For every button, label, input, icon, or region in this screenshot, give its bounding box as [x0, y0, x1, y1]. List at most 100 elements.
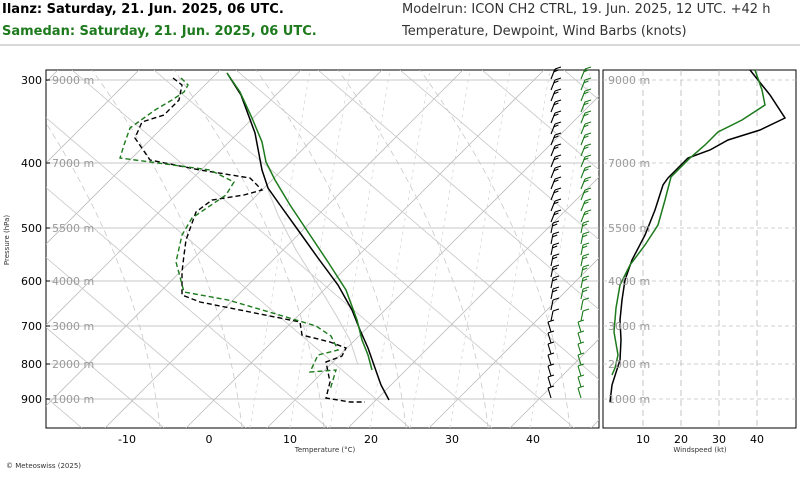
altitude-label: 7000 m — [52, 157, 94, 170]
dry-adiabat-line — [71, 70, 493, 428]
wind-barb-ilanz — [550, 187, 562, 201]
wind-barb-ilanz — [550, 77, 562, 91]
header-separator — [0, 44, 800, 46]
wind-barb-ilanz — [550, 286, 560, 300]
wind-barb-ilanz — [550, 253, 560, 267]
wind-barb-ilanz — [547, 363, 555, 377]
pressure-tick-label: 900 — [21, 393, 42, 406]
x-axis-label: Temperature (°C) — [294, 446, 356, 454]
pressure-tick-label: 400 — [21, 157, 42, 170]
mixing-ratio-line — [449, 70, 511, 428]
wind-barb-samedan — [577, 319, 585, 333]
wind-barb-ilanz — [547, 341, 555, 355]
temperature-tick-label: 40 — [526, 433, 540, 446]
wind-barb-ilanz — [550, 99, 562, 113]
isotherm-line — [104, 70, 464, 428]
samedan-windspeed-line — [611, 70, 766, 376]
mixing-ratio-line — [409, 70, 471, 428]
temperature-tick-label: 10 — [283, 433, 297, 446]
dry-adiabat-line — [46, 326, 165, 428]
moist-adiabat-line — [91, 70, 243, 428]
wind-barbs-ilanz — [547, 66, 562, 399]
wind-altitude-label: 2000 m — [608, 358, 650, 371]
parcel-line — [267, 189, 359, 366]
wind-altitude-label: 5500 m — [608, 222, 650, 235]
pressure-tick-label: 300 — [21, 74, 42, 87]
dry-adiabat-line — [153, 70, 575, 428]
chart-subtitle: Temperature, Dewpoint, Wind Barbs (knots… — [402, 24, 687, 39]
wind-barb-ilanz — [550, 165, 562, 179]
wind-barb-ilanz — [550, 297, 560, 311]
dry-adiabat-line — [235, 70, 599, 380]
wind-barb-ilanz — [547, 319, 555, 333]
wind-barb-ilanz — [547, 352, 555, 366]
wind-barb-samedan — [580, 143, 592, 157]
pressure-tick-label: 800 — [21, 358, 42, 371]
wind-barb-samedan — [580, 220, 590, 234]
wind-barb-samedan — [580, 176, 592, 190]
wind-barb-samedan — [580, 88, 592, 102]
wind-barb-samedan — [580, 198, 592, 212]
wind-altitude-label: 3000 m — [608, 320, 650, 333]
moist-adiabat-line — [46, 122, 161, 428]
temperature-tick-label: -10 — [118, 433, 136, 446]
dry-adiabat-line — [317, 70, 599, 311]
altitude-label: 9000 m — [52, 74, 94, 87]
wind-altitude-label: 1000 m — [608, 393, 650, 406]
wind-altitude-label: 9000 m — [608, 74, 650, 87]
temperature-tick-label: 0 — [206, 433, 213, 446]
wind-barb-ilanz — [550, 231, 560, 245]
mixing-ratio-line — [529, 70, 591, 428]
pressure-tick-label: 500 — [21, 222, 42, 235]
isotherm-line — [347, 176, 599, 428]
wind-barb-ilanz — [550, 220, 560, 234]
wind-barb-samedan — [580, 66, 592, 80]
wind-barb-samedan — [580, 187, 592, 201]
wind-barb-samedan — [577, 330, 585, 344]
temperature-tick-label: 20 — [364, 433, 378, 446]
isotherm-line — [46, 70, 140, 164]
copyright-notice: © Meteoswiss (2025) — [6, 462, 82, 470]
wind-barb-samedan — [580, 297, 590, 311]
wind-barb-samedan — [580, 209, 592, 223]
dry-adiabat-line — [481, 70, 599, 171]
isotherm-line — [46, 70, 302, 326]
altitude-label: 5500 m — [52, 222, 94, 235]
dry-adiabat-line — [46, 256, 247, 428]
pressure-tick-label: 700 — [21, 320, 42, 333]
isotherm-line — [428, 257, 599, 428]
skew-t-panel: 300 400 500 600 700 800 900 -10 0 10 20 30 40 9000 … — [3, 66, 600, 454]
wind-barb-ilanz — [550, 66, 562, 80]
windspeed-tick-label: 20 — [674, 433, 688, 446]
wind-barb-samedan — [580, 253, 590, 267]
altitude-label: 2000 m — [52, 358, 94, 371]
wind-barb-ilanz — [550, 143, 562, 157]
wind-barb-samedan — [580, 165, 592, 179]
wind-barb-ilanz — [550, 198, 562, 212]
wind-barb-ilanz — [550, 176, 562, 190]
wind-barb-ilanz — [550, 88, 562, 102]
samedan-dewpoint-line — [119, 77, 340, 391]
wind-barb-ilanz — [547, 330, 555, 344]
wind-barb-ilanz — [547, 374, 555, 388]
y-axis-label: Pressure (hPa) — [3, 215, 11, 265]
wind-barb-samedan — [580, 231, 590, 245]
wind-barbs-samedan — [577, 66, 592, 399]
windspeed-panel: 10 20 30 40 9000 m 7000 m 5500 m 4000 m 3000 m 2… — [602, 69, 797, 454]
wind-barb-ilanz — [550, 121, 562, 135]
altitude-label: 1000 m — [52, 393, 94, 406]
wind-barb-ilanz — [550, 242, 560, 256]
wind-barb-samedan — [580, 154, 592, 168]
wind-altitude-label: 7000 m — [608, 157, 650, 170]
windspeed-tick-label: 10 — [636, 433, 650, 446]
location-title-ilanz: Ilanz: Saturday, 21. Jun. 2025, 06 UTC. — [2, 2, 284, 17]
ilanz-temperature-line — [226, 72, 390, 401]
isotherm-line — [509, 338, 599, 428]
wind-barb-samedan — [580, 132, 592, 146]
mixing-ratio-line — [329, 70, 391, 428]
wind-barb-samedan — [580, 99, 592, 113]
windspeed-tick-label: 40 — [750, 433, 764, 446]
wind-barb-samedan — [580, 308, 590, 322]
temperature-tick-label: 30 — [445, 433, 459, 446]
